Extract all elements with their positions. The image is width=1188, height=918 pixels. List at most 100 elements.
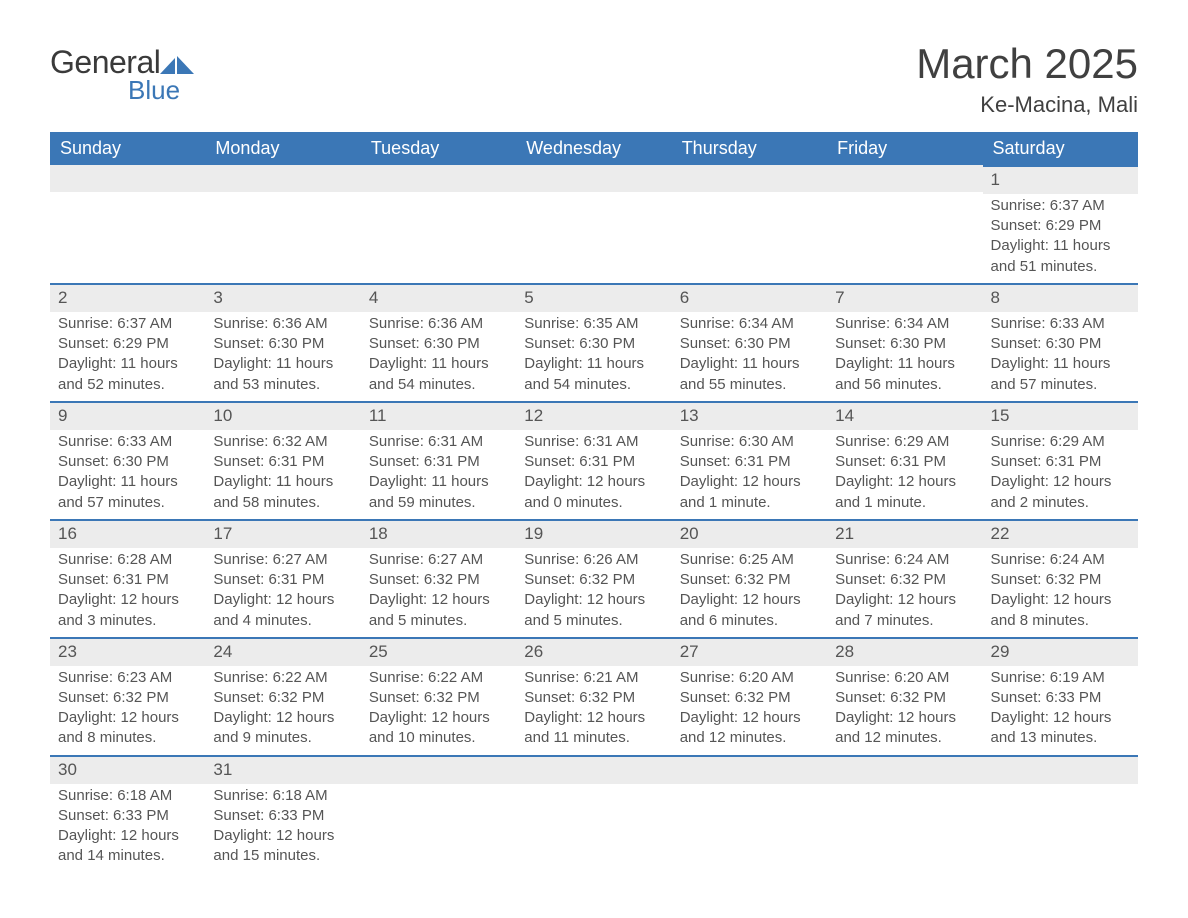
sunrise-line: Sunrise: 6:18 AM bbox=[213, 786, 352, 806]
header-row: General Blue March 2025 Ke-Macina, Mali bbox=[50, 40, 1138, 118]
day-details: Sunrise: 6:23 AMSunset: 6:32 PMDaylight:… bbox=[50, 666, 205, 755]
day-details: Sunrise: 6:20 AMSunset: 6:32 PMDaylight:… bbox=[672, 666, 827, 755]
sunrise-line: Sunrise: 6:33 AM bbox=[58, 432, 197, 452]
daylight-line-1: Daylight: 11 hours bbox=[524, 354, 663, 374]
day-number: 20 bbox=[672, 519, 827, 548]
sunset-line: Sunset: 6:30 PM bbox=[213, 334, 352, 354]
calendar-cell: 6Sunrise: 6:34 AMSunset: 6:30 PMDaylight… bbox=[672, 283, 827, 401]
sunset-line: Sunset: 6:32 PM bbox=[680, 688, 819, 708]
calendar-cell bbox=[672, 165, 827, 283]
calendar-cell bbox=[827, 755, 982, 873]
daylight-line-1: Daylight: 11 hours bbox=[369, 472, 508, 492]
calendar-body: 1 Sunrise: 6:37 AMSunset: 6:29 PMDaylight… bbox=[50, 165, 1138, 873]
day-details: Sunrise: 6:26 AMSunset: 6:32 PMDaylight:… bbox=[516, 548, 671, 637]
daylight-line-2: and 0 minutes. bbox=[524, 493, 663, 513]
day-details: Sunrise: 6:36 AMSunset: 6:30 PMDaylight:… bbox=[205, 312, 360, 401]
day-number: 3 bbox=[205, 283, 360, 312]
sunrise-line: Sunrise: 6:28 AM bbox=[58, 550, 197, 570]
day-number: 5 bbox=[516, 283, 671, 312]
page-title: March 2025 bbox=[916, 40, 1138, 88]
daylight-line-1: Daylight: 12 hours bbox=[835, 708, 974, 728]
day-number: 7 bbox=[827, 283, 982, 312]
page-heading: March 2025 Ke-Macina, Mali bbox=[916, 40, 1138, 118]
day-details: Sunrise: 6:25 AMSunset: 6:32 PMDaylight:… bbox=[672, 548, 827, 637]
day-details: Sunrise: 6:34 AMSunset: 6:30 PMDaylight:… bbox=[672, 312, 827, 401]
sunset-line: Sunset: 6:32 PM bbox=[835, 688, 974, 708]
sunset-line: Sunset: 6:29 PM bbox=[58, 334, 197, 354]
day-number: 1 bbox=[983, 165, 1138, 194]
day-number: 10 bbox=[205, 401, 360, 430]
day-number: 19 bbox=[516, 519, 671, 548]
calendar-cell bbox=[361, 165, 516, 283]
daylight-line-1: Daylight: 12 hours bbox=[369, 708, 508, 728]
sunrise-line: Sunrise: 6:30 AM bbox=[680, 432, 819, 452]
sunset-line: Sunset: 6:30 PM bbox=[524, 334, 663, 354]
daylight-line-2: and 1 minute. bbox=[835, 493, 974, 513]
daylight-line-2: and 51 minutes. bbox=[991, 257, 1130, 277]
calendar-cell: 1Sunrise: 6:37 AMSunset: 6:29 PMDaylight… bbox=[983, 165, 1138, 283]
sunrise-line: Sunrise: 6:23 AM bbox=[58, 668, 197, 688]
sunset-line: Sunset: 6:30 PM bbox=[835, 334, 974, 354]
daylight-line-2: and 55 minutes. bbox=[680, 375, 819, 395]
sunset-line: Sunset: 6:32 PM bbox=[524, 570, 663, 590]
daylight-line-1: Daylight: 12 hours bbox=[991, 708, 1130, 728]
day-details: Sunrise: 6:28 AMSunset: 6:31 PMDaylight:… bbox=[50, 548, 205, 637]
day-details: Sunrise: 6:21 AMSunset: 6:32 PMDaylight:… bbox=[516, 666, 671, 755]
day-number: 12 bbox=[516, 401, 671, 430]
calendar-cell: 15Sunrise: 6:29 AMSunset: 6:31 PMDayligh… bbox=[983, 401, 1138, 519]
day-number: 4 bbox=[361, 283, 516, 312]
daylight-line-2: and 9 minutes. bbox=[213, 728, 352, 748]
daylight-line-2: and 57 minutes. bbox=[991, 375, 1130, 395]
sunrise-line: Sunrise: 6:27 AM bbox=[369, 550, 508, 570]
day-details: Sunrise: 6:29 AMSunset: 6:31 PMDaylight:… bbox=[827, 430, 982, 519]
sunrise-line: Sunrise: 6:24 AM bbox=[991, 550, 1130, 570]
day-details: Sunrise: 6:31 AMSunset: 6:31 PMDaylight:… bbox=[361, 430, 516, 519]
sunrise-line: Sunrise: 6:20 AM bbox=[680, 668, 819, 688]
blank-day-strip bbox=[672, 755, 827, 784]
daylight-line-2: and 11 minutes. bbox=[524, 728, 663, 748]
sunrise-line: Sunrise: 6:34 AM bbox=[835, 314, 974, 334]
sunset-line: Sunset: 6:30 PM bbox=[991, 334, 1130, 354]
calendar-cell bbox=[516, 755, 671, 873]
day-details: Sunrise: 6:27 AMSunset: 6:32 PMDaylight:… bbox=[361, 548, 516, 637]
daylight-line-1: Daylight: 11 hours bbox=[58, 354, 197, 374]
sunrise-line: Sunrise: 6:35 AM bbox=[524, 314, 663, 334]
calendar-cell: 4Sunrise: 6:36 AMSunset: 6:30 PMDaylight… bbox=[361, 283, 516, 401]
sunset-line: Sunset: 6:33 PM bbox=[58, 806, 197, 826]
calendar-table: Sunday Monday Tuesday Wednesday Thursday… bbox=[50, 132, 1138, 873]
sunset-line: Sunset: 6:31 PM bbox=[680, 452, 819, 472]
day-number: 15 bbox=[983, 401, 1138, 430]
day-details: Sunrise: 6:37 AMSunset: 6:29 PMDaylight:… bbox=[50, 312, 205, 401]
brand-name-2: Blue bbox=[128, 75, 194, 106]
daylight-line-1: Daylight: 12 hours bbox=[991, 472, 1130, 492]
calendar-cell: 23Sunrise: 6:23 AMSunset: 6:32 PMDayligh… bbox=[50, 637, 205, 755]
blank-day-strip bbox=[50, 165, 205, 192]
calendar-cell: 18Sunrise: 6:27 AMSunset: 6:32 PMDayligh… bbox=[361, 519, 516, 637]
day-number: 9 bbox=[50, 401, 205, 430]
daylight-line-1: Daylight: 11 hours bbox=[835, 354, 974, 374]
day-number: 16 bbox=[50, 519, 205, 548]
page-location: Ke-Macina, Mali bbox=[916, 92, 1138, 118]
calendar-cell: 5Sunrise: 6:35 AMSunset: 6:30 PMDaylight… bbox=[516, 283, 671, 401]
daylight-line-2: and 13 minutes. bbox=[991, 728, 1130, 748]
daylight-line-1: Daylight: 12 hours bbox=[213, 708, 352, 728]
day-number: 28 bbox=[827, 637, 982, 666]
daylight-line-1: Daylight: 11 hours bbox=[213, 354, 352, 374]
day-details: Sunrise: 6:30 AMSunset: 6:31 PMDaylight:… bbox=[672, 430, 827, 519]
blank-day-strip bbox=[361, 165, 516, 192]
calendar-cell: 20Sunrise: 6:25 AMSunset: 6:32 PMDayligh… bbox=[672, 519, 827, 637]
sunrise-line: Sunrise: 6:31 AM bbox=[524, 432, 663, 452]
daylight-line-1: Daylight: 12 hours bbox=[213, 590, 352, 610]
sunset-line: Sunset: 6:30 PM bbox=[58, 452, 197, 472]
day-details: Sunrise: 6:18 AMSunset: 6:33 PMDaylight:… bbox=[50, 784, 205, 873]
sunset-line: Sunset: 6:32 PM bbox=[991, 570, 1130, 590]
daylight-line-2: and 1 minute. bbox=[680, 493, 819, 513]
sunrise-line: Sunrise: 6:21 AM bbox=[524, 668, 663, 688]
daylight-line-1: Daylight: 11 hours bbox=[991, 236, 1130, 256]
day-details: Sunrise: 6:20 AMSunset: 6:32 PMDaylight:… bbox=[827, 666, 982, 755]
calendar-cell: 11Sunrise: 6:31 AMSunset: 6:31 PMDayligh… bbox=[361, 401, 516, 519]
calendar-header: Sunday Monday Tuesday Wednesday Thursday… bbox=[50, 132, 1138, 165]
day-number: 21 bbox=[827, 519, 982, 548]
calendar-cell bbox=[205, 165, 360, 283]
daylight-line-2: and 12 minutes. bbox=[835, 728, 974, 748]
